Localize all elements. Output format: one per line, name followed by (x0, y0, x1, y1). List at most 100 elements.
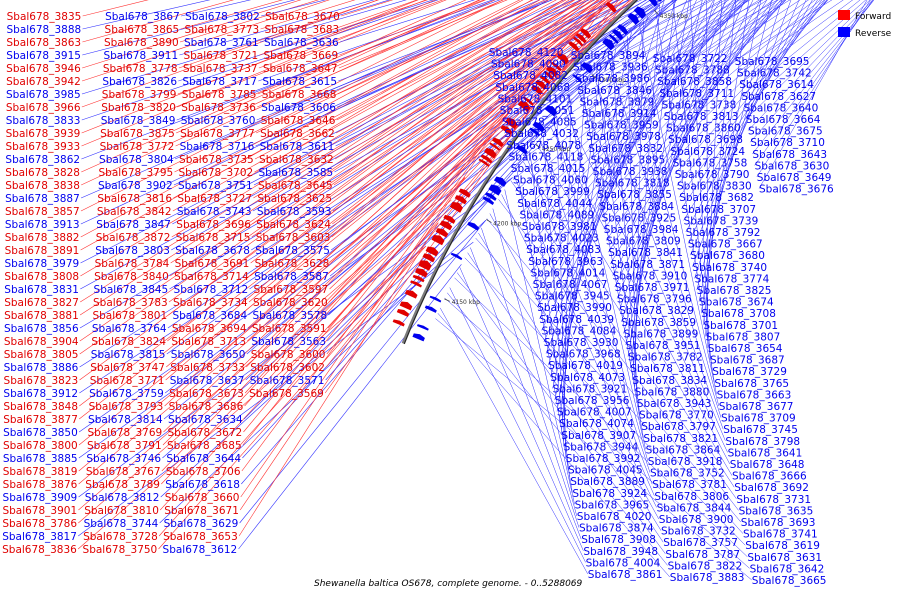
gene-label: Sbal678_3882 (5, 232, 80, 244)
leader-line (676, 0, 828, 186)
gene-label: Sbal678_3809 (606, 236, 681, 248)
gene-label: Sbal678_3593 (257, 206, 332, 218)
leader-line (329, 0, 636, 290)
leader-line (82, 0, 296, 56)
gene-label: Sbal678_3666 (732, 471, 807, 483)
reverse-gene (658, 0, 663, 2)
leader-line (674, 0, 829, 175)
gene-label: Sbal678_3781 (652, 479, 727, 491)
gene-label: Sbal678_3877 (3, 414, 78, 426)
gene-label: Sbal678_3680 (690, 250, 765, 262)
leader-line (333, 0, 619, 186)
gene-label: Sbal678_3886 (4, 362, 79, 374)
leader-line (257, 0, 504, 108)
leader-line (331, 0, 675, 251)
gene-label: Sbal678_3631 (747, 552, 822, 564)
gene-label: Sbal678_3883 (670, 572, 745, 584)
leader-line (174, 0, 521, 173)
leader-line (510, 0, 741, 169)
leader-line (161, 112, 510, 472)
gene-label: Sbal678_4073 (550, 372, 625, 384)
leader-line (703, 0, 737, 325)
leader-line (444, 297, 750, 569)
gene-label: Sbal678_3627 (741, 91, 816, 103)
gene-label: Sbal678_3823 (4, 375, 79, 387)
leader-line (745, 0, 871, 120)
gene-label: Sbal678_3793 (89, 401, 164, 413)
leader-line (250, 0, 606, 264)
gene-label: Sbal678_3670 (265, 11, 340, 23)
leader-line (239, 177, 466, 511)
tick-label: 4350 kbp (660, 13, 688, 20)
gene-label: Sbal678_3812 (85, 492, 160, 504)
leader-line (575, 0, 726, 79)
gene-label: Sbal678_3669 (263, 50, 338, 62)
gene-label: Sbal678_3824 (91, 336, 166, 348)
leader-line (754, 0, 874, 166)
gene-label: Sbal678_4019 (548, 360, 623, 372)
leader-line (526, 156, 653, 485)
gene-label: Sbal678_4051 (500, 105, 575, 117)
gene-label: Sbal678_3709 (721, 413, 796, 425)
legend-forward-swatch (838, 10, 850, 20)
leader-line (78, 70, 543, 446)
gene-label: Sbal678_3971 (615, 282, 690, 294)
gene-label: Sbal678_3694 (172, 323, 247, 335)
gene-label: Sbal678_3687 (710, 355, 785, 367)
gene-label: Sbal678_4090 (491, 59, 566, 71)
gene-label: Sbal678_3904 (4, 336, 79, 348)
forward-gene (504, 117, 518, 130)
leader-line (253, 0, 614, 186)
leader-line (607, 0, 773, 253)
leader-line (80, 0, 564, 303)
reverse-gene (580, 62, 593, 74)
gene-label: Sbal678_3858 (657, 76, 732, 88)
gene-label: Sbal678_3789 (85, 479, 160, 491)
gene-label: Sbal678_3968 (546, 349, 621, 361)
forward-gene (412, 274, 425, 283)
gene-label: Sbal678_3685 (167, 440, 242, 452)
leader-line (79, 0, 589, 355)
gene-label: Sbal678_3740 (692, 262, 767, 274)
gene-label: Sbal678_3861 (588, 569, 663, 581)
gene-label: Sbal678_3855 (597, 189, 672, 201)
leader-line (556, 116, 567, 459)
leader-line (508, 0, 736, 157)
leader-line (177, 0, 427, 95)
forward-gene (449, 201, 463, 213)
forward-gene (550, 61, 562, 72)
gene-label: Sbal678_3806 (654, 491, 729, 503)
gene-label: Sbal678_3880 (635, 386, 710, 398)
leader-line (173, 0, 541, 199)
gene-label: Sbal678_3732 (661, 526, 736, 538)
gene-label: Sbal678_4120 (489, 47, 564, 59)
leader-line (165, 0, 605, 381)
leader-line (459, 267, 584, 551)
leader-line (590, 0, 783, 160)
forward-gene (425, 246, 439, 257)
leader-line (550, 0, 665, 377)
leader-line (338, 0, 508, 69)
gene-label: Sbal678_3979 (5, 258, 80, 270)
gene-label: Sbal678_3769 (88, 427, 163, 439)
gene-label: Sbal678_3825 (697, 285, 772, 297)
leader-line (489, 213, 660, 520)
leader-line (475, 237, 744, 534)
leader-line (536, 143, 733, 476)
leader-line (163, 50, 560, 433)
leader-line (563, 107, 728, 453)
gene-label: Sbal678_3913 (5, 219, 80, 231)
gene-label: Sbal678_4078 (506, 140, 581, 152)
gene-label: Sbal678_3597 (254, 284, 329, 296)
reverse-gene (482, 196, 495, 205)
leader-line (171, 0, 564, 238)
gene-label: Sbal678_3731 (736, 494, 811, 506)
leader-line (756, 0, 871, 178)
gene-label: Sbal678_3909 (3, 492, 78, 504)
gene-label: Sbal678_3887 (5, 193, 80, 205)
gene-label: Sbal678_3637 (170, 375, 245, 387)
gene-label: Sbal678_3786 (2, 518, 77, 530)
gene-label: Sbal678_3642 (750, 563, 825, 575)
leader-line (78, 177, 466, 511)
leader-line (572, 0, 711, 67)
